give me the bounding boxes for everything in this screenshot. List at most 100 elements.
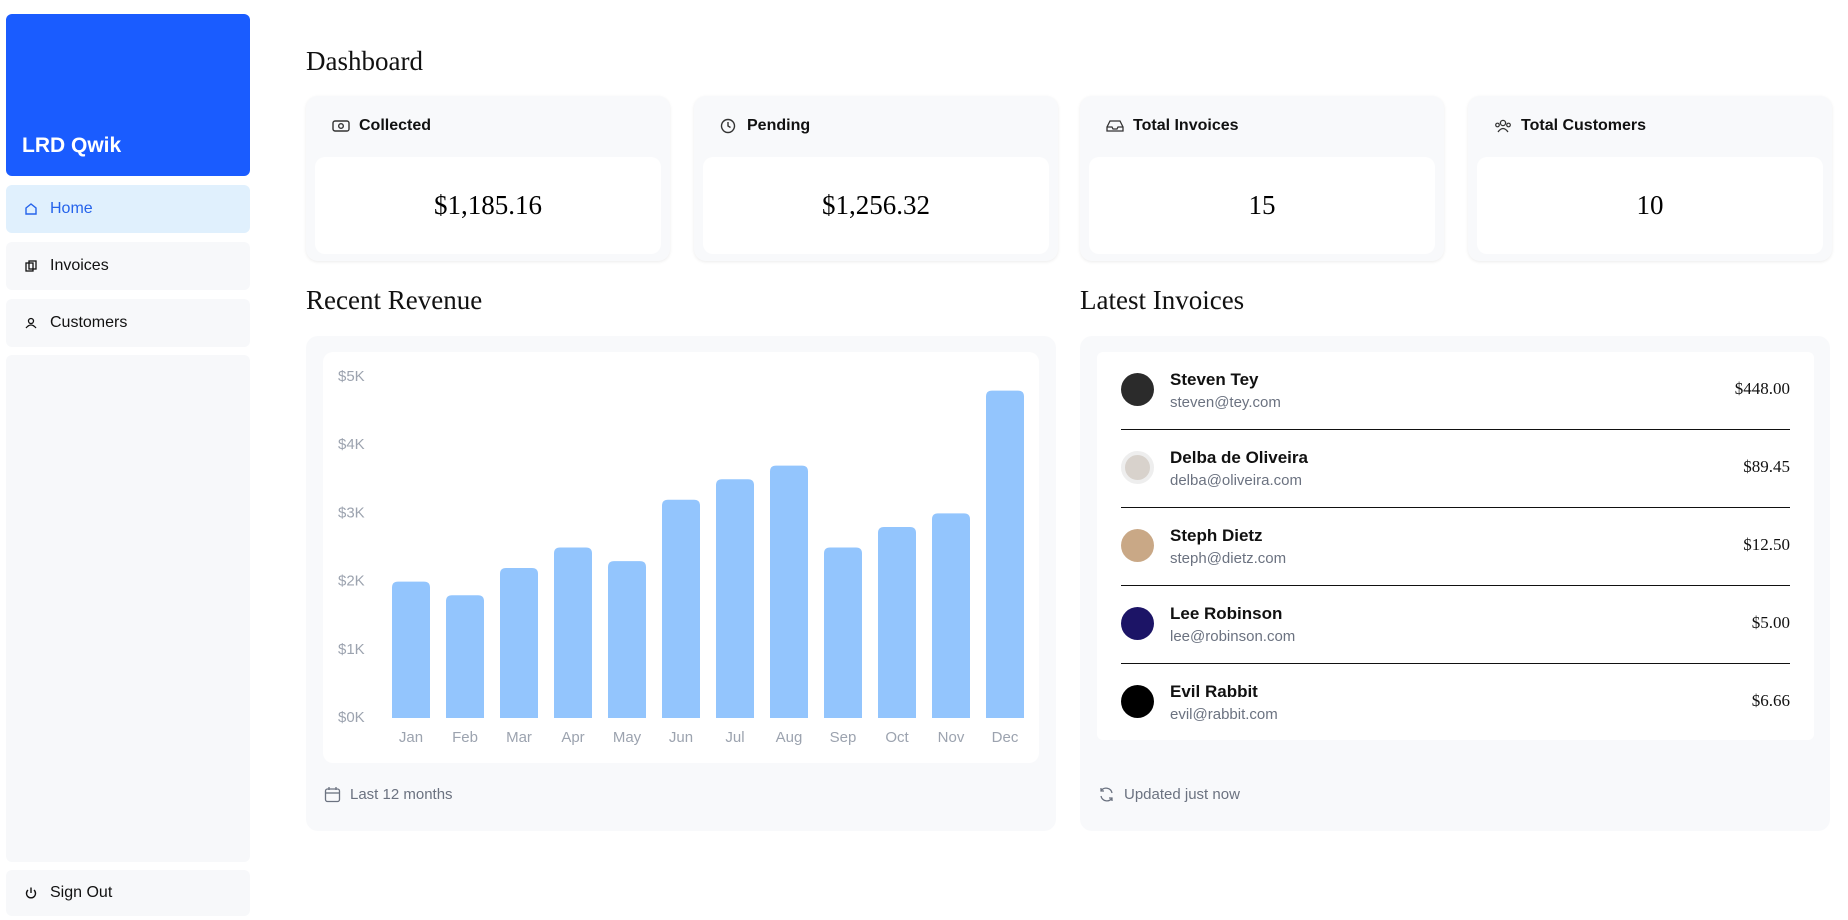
card-value: $1,185.16 xyxy=(315,157,661,254)
bar xyxy=(554,547,592,718)
customer-name: Evil Rabbit xyxy=(1170,682,1258,701)
invoice-row: Steven Tey steven@tey.com $448.00 xyxy=(1121,352,1790,430)
card-icon xyxy=(1106,120,1124,132)
card-value: $1,256.32 xyxy=(703,157,1049,254)
invoice-row: Evil Rabbit evil@rabbit.com $6.66 xyxy=(1121,664,1790,741)
card: Total Customers 10 xyxy=(1468,96,1832,261)
card-icon xyxy=(1495,119,1511,133)
card-title: Total Invoices xyxy=(1133,117,1239,134)
x-tick-label: May xyxy=(613,729,642,746)
x-tick-label: Sep xyxy=(830,729,857,746)
customer-email: steven@tey.com xyxy=(1170,394,1281,411)
card-value: 15 xyxy=(1089,157,1435,254)
card-title: Total Customers xyxy=(1521,117,1647,134)
y-tick-label: $5K xyxy=(338,368,365,385)
bar xyxy=(932,513,970,718)
y-tick-label: $2K xyxy=(338,573,365,590)
card-title: Collected xyxy=(359,117,432,134)
x-tick-label: Jun xyxy=(669,729,693,746)
nav-label: Invoices xyxy=(50,257,109,274)
customer-email: lee@robinson.com xyxy=(1170,628,1296,645)
avatar xyxy=(1121,607,1154,640)
customer-name: Lee Robinson xyxy=(1170,604,1283,623)
nav-home[interactable]: Home xyxy=(6,185,250,233)
x-tick-label: Nov xyxy=(938,729,965,746)
card: Collected $1,185.16 xyxy=(306,96,670,261)
bar xyxy=(878,527,916,718)
invoice-amount: $89.45 xyxy=(1743,457,1790,476)
card-icon xyxy=(332,120,350,132)
nav-customers[interactable]: Customers xyxy=(6,299,250,347)
bar xyxy=(500,567,538,718)
brand: LRD Qwik xyxy=(22,134,122,157)
y-tick-label: $4K xyxy=(338,436,365,453)
nav-label: Home xyxy=(50,200,93,217)
invoice-row: Steph Dietz steph@dietz.com $12.50 xyxy=(1121,508,1790,586)
invoice-amount: $448.00 xyxy=(1734,379,1790,398)
customer-email: delba@oliveira.com xyxy=(1170,472,1302,489)
x-tick-label: Feb xyxy=(452,729,478,746)
card-title: Pending xyxy=(747,117,811,134)
x-tick-label: Mar xyxy=(506,729,532,746)
avatar xyxy=(1121,529,1154,562)
x-tick-label: Apr xyxy=(561,729,584,746)
invoice-amount: $5.00 xyxy=(1751,613,1790,632)
y-tick-label: $3K xyxy=(338,504,365,521)
customer-name: Steven Tey xyxy=(1170,370,1259,389)
revenue-chart: $0K $1K $2K $3K $4K $5K Jan Feb Mar Apr May Jun Jul A… xyxy=(323,352,1039,763)
nav-label: Customers xyxy=(50,314,128,331)
invoice-row: Delba de Oliveira delba@oliveira.com $89.4… xyxy=(1121,430,1790,508)
revenue-panel: $0K $1K $2K $3K $4K $5K Jan Feb Mar Apr May Jun Jul A… xyxy=(306,336,1056,831)
calendar-icon xyxy=(324,787,341,803)
y-tick-label: $0K xyxy=(338,709,365,726)
avatar xyxy=(1121,451,1154,484)
footer-text: Updated just now xyxy=(1124,786,1240,803)
x-tick-label: Oct xyxy=(885,729,909,746)
customer-email: evil@rabbit.com xyxy=(1170,706,1278,723)
customers-icon xyxy=(25,317,37,329)
bar xyxy=(662,499,700,718)
bar xyxy=(446,595,484,718)
invoice-amount: $6.66 xyxy=(1751,691,1790,710)
avatar xyxy=(1121,373,1154,406)
power-icon xyxy=(25,887,37,899)
bar xyxy=(716,479,754,718)
invoices-panel: Steven Tey steven@tey.com $448.00 Delba de… xyxy=(1080,336,1830,831)
section-title: Recent Revenue xyxy=(306,285,483,315)
nav-invoices[interactable]: Invoices xyxy=(6,242,250,290)
bar xyxy=(986,390,1024,718)
bar xyxy=(824,547,862,718)
bar xyxy=(392,581,430,718)
bar xyxy=(608,561,646,718)
invoices-icon xyxy=(25,260,37,272)
chart-footer: Last 12 months xyxy=(324,786,453,803)
card-value: 10 xyxy=(1477,157,1823,254)
page-title: Dashboard xyxy=(306,46,423,76)
x-tick-label: Dec xyxy=(992,729,1019,746)
customer-name: Delba de Oliveira xyxy=(1170,448,1308,467)
customer-name: Steph Dietz xyxy=(1170,526,1263,545)
x-tick-label: Jul xyxy=(725,729,744,746)
card: Pending $1,256.32 xyxy=(694,96,1058,261)
section-title: Latest Invoices xyxy=(1080,285,1245,315)
sidebar-filler xyxy=(6,355,250,862)
customer-email: steph@dietz.com xyxy=(1170,550,1287,567)
x-tick-label: Aug xyxy=(776,729,803,746)
card: Total Invoices 15 xyxy=(1080,96,1444,261)
bar xyxy=(770,465,808,718)
sign-out[interactable]: Sign Out xyxy=(6,870,250,916)
refresh-icon xyxy=(1100,787,1113,802)
invoice-row: Lee Robinson lee@robinson.com $5.00 xyxy=(1121,586,1790,664)
invoice-amount: $12.50 xyxy=(1743,535,1790,554)
list-footer: Updated just now xyxy=(1098,786,1240,803)
footer-text: Last 12 months xyxy=(350,786,453,803)
avatar xyxy=(1121,685,1154,718)
card-icon xyxy=(720,118,736,134)
x-tick-label: Jan xyxy=(399,729,423,746)
y-tick-label: $1K xyxy=(338,641,365,658)
brand-banner: LRD Qwik xyxy=(6,14,250,176)
home-icon xyxy=(25,203,37,215)
nav-label: Sign Out xyxy=(50,884,113,901)
invoice-list: Steven Tey steven@tey.com $448.00 Delba de… xyxy=(1097,352,1814,740)
